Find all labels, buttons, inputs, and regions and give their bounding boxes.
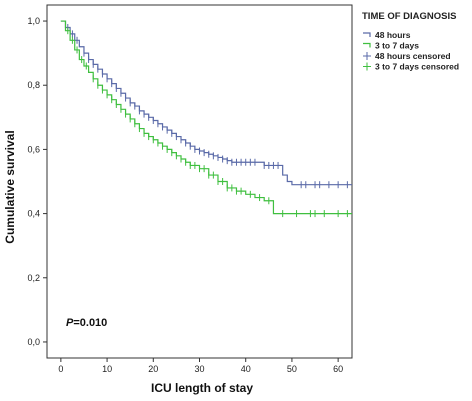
legend-line-swatch [363,32,371,37]
legend-label: 48 hours censored [375,51,451,61]
series-layer [60,20,352,218]
x-axis: 0 10 20 30 40 50 60 [58,358,343,374]
p-value-annotation: P=0.010 [66,317,107,329]
p-value-text: =0.010 [73,317,107,329]
legend-title: TIME OF DIAGNOSIS [362,11,456,22]
series-3-to-7-days [60,20,352,218]
legend-label: 3 to 7 days censored [375,62,459,72]
legend-item: 3 to 7 days censored [363,62,459,72]
y-tick-label: 0,8 [27,80,40,90]
legend-item: 48 hours [363,30,411,40]
x-tick-label: 60 [333,364,343,374]
y-tick-label: 0,6 [27,144,40,154]
x-tick-label: 30 [194,364,204,374]
legend-label: 3 to 7 days [375,41,419,51]
p-value-symbol: P [66,317,74,329]
x-tick-label: 10 [102,364,112,374]
x-tick-label: 0 [58,364,63,374]
legend-item: 48 hours censored [363,51,451,61]
y-tick-label: 0,0 [27,337,40,347]
legend-item: 3 to 7 days [363,41,419,51]
y-tick-label: 1,0 [27,16,40,26]
x-tick-label: 40 [241,364,251,374]
y-tick-label: 0,2 [27,273,40,283]
survival-step-line [60,20,352,186]
y-axis-title: Cumulative survival [3,130,17,243]
x-axis-title: ICU length of stay [151,381,253,395]
x-tick-label: 20 [148,364,158,374]
legend-line-swatch [363,42,371,48]
y-tick-label: 0,4 [27,209,40,219]
series-48-hours [60,20,352,189]
x-tick-label: 50 [287,364,297,374]
y-axis: 0,0 0,2 0,4 0,6 0,8 1,0 [27,16,47,347]
legend-label: 48 hours [375,30,411,40]
